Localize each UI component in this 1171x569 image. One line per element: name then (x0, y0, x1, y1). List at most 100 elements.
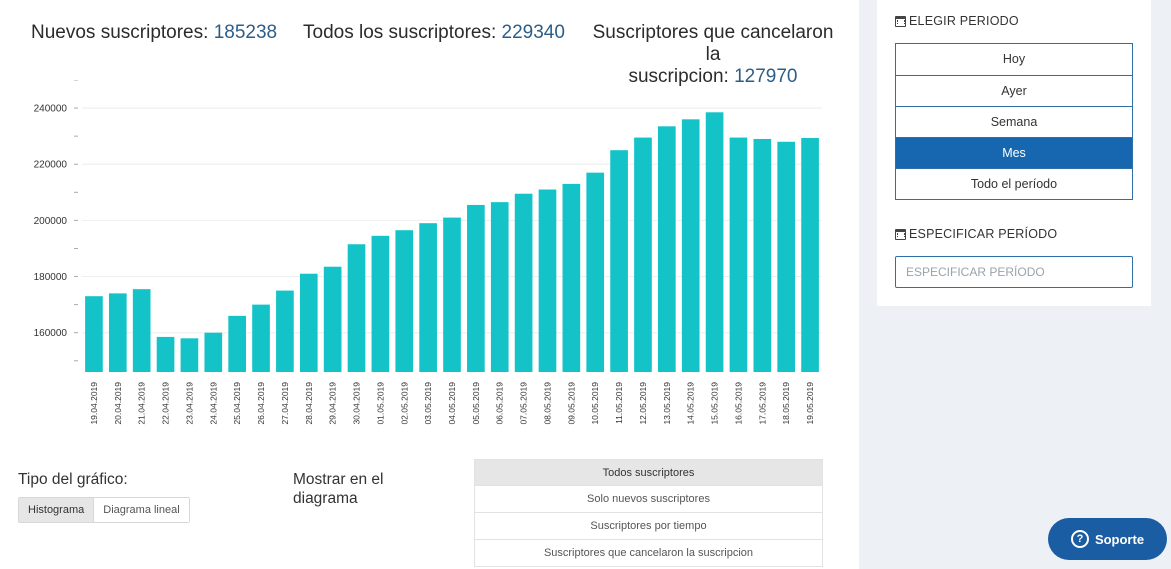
bar (801, 138, 819, 372)
series-option-cancelled[interactable]: Suscriptores que cancelaron la suscripci… (474, 540, 823, 567)
x-tick-label: 12.05.2019 (638, 382, 648, 425)
bar (777, 141, 796, 372)
x-tick-label: 16.05.2019 (733, 382, 743, 425)
bar (323, 266, 342, 372)
support-label: Soporte (1094, 531, 1145, 547)
new-subscribers-label: Nuevos suscriptores: (31, 22, 209, 43)
bar (108, 293, 127, 372)
cancelled-subscribers-value: 127970 (734, 66, 798, 87)
bar (252, 304, 270, 372)
bar (467, 204, 485, 372)
x-tick-label: 26.04.2019 (256, 382, 266, 425)
bar (562, 183, 581, 372)
x-tick-label: 04.05.2019 (447, 382, 457, 425)
calendar-icon (895, 15, 906, 27)
bar (610, 150, 628, 372)
new-subscribers-value: 185238 (213, 22, 278, 43)
x-tick-label: 29.04.2019 (328, 382, 338, 425)
bar (132, 289, 151, 372)
bar (729, 137, 748, 372)
bar (634, 137, 652, 372)
bar (180, 338, 199, 372)
period-today[interactable]: Hoy (896, 44, 1132, 75)
bar (681, 119, 700, 372)
x-tick-label: 06.05.2019 (495, 382, 505, 425)
x-tick-label: 14.05.2019 (686, 382, 696, 425)
line-diagram-button[interactable]: Diagrama lineal (94, 498, 189, 522)
subscribers-bar-chart: 160000 180000 200000 220000 240000 19.04.2019… (34, 80, 822, 425)
x-tick-label: 13.05.2019 (662, 382, 672, 425)
bar (538, 189, 557, 372)
y-tick-label: 180000 (34, 272, 68, 283)
period-list: Hoy Ayer Semana Mes Todo el período (895, 43, 1133, 200)
period-month[interactable]: Mes (896, 137, 1132, 168)
chart-type-toggle: Histograma Diagrama lineal (18, 497, 190, 523)
histogram-button[interactable]: Histograma (19, 498, 95, 522)
support-button[interactable]: ? Soporte (1048, 518, 1167, 560)
bar (586, 172, 605, 372)
series-option-by-time[interactable]: Suscriptores por tiempo (474, 513, 823, 540)
bar (371, 235, 390, 372)
x-tick-label: 22.04.2019 (161, 382, 171, 425)
all-subscribers-value: 229340 (501, 22, 565, 43)
x-tick-label: 17.05.2019 (757, 382, 767, 425)
x-tick-label: 11.05.2019 (614, 382, 624, 424)
x-tick-label: 05.05.2019 (471, 382, 481, 425)
bar (85, 296, 103, 372)
show-in-diagram-label-line2: diagrama (293, 490, 358, 507)
question-icon: ? (1070, 530, 1089, 548)
specify-period-title: ESPECIFICAR PERÍODO (909, 227, 1058, 241)
specify-period-input[interactable] (895, 256, 1133, 288)
series-option-all[interactable]: Todos suscriptores (474, 459, 823, 486)
x-tick-label: 07.05.2019 (519, 382, 529, 425)
bar (276, 290, 294, 372)
bar (705, 112, 724, 373)
x-tick-label: 08.05.2019 (542, 382, 552, 425)
bar (443, 217, 461, 372)
specify-period-heading: ESPECIFICAR PERÍODO (895, 227, 1057, 241)
x-tick-label: 23.04.2019 (184, 382, 194, 425)
x-tick-label: 18.05.2019 (781, 382, 791, 425)
x-tick-label: 02.05.2019 (399, 382, 409, 425)
show-in-diagram-label: Mostrar en el diagrama (293, 470, 383, 508)
cancelled-subscribers-label-line1: Suscriptores que cancelaron la (592, 22, 834, 65)
show-in-diagram-label-line1: Mostrar en el (293, 471, 384, 488)
x-tick-label: 27.04.2019 (280, 382, 290, 425)
bar (419, 223, 437, 372)
series-option-new[interactable]: Solo nuevos suscriptores (474, 486, 823, 513)
bar (156, 336, 175, 372)
y-tick-label: 160000 (34, 328, 68, 339)
bar (204, 332, 223, 372)
new-subscribers-stat: Nuevos suscriptores: 185238 (31, 22, 277, 44)
cancelled-subscribers-label-line2: suscripcion: (628, 66, 729, 87)
x-tick-label: 19.04.2019 (89, 382, 99, 425)
bar (490, 202, 509, 372)
x-tick-label: 25.04.2019 (232, 382, 242, 425)
choose-period-heading: ELEGIR PERIODO (895, 14, 1019, 28)
choose-period-title: ELEGIR PERIODO (909, 14, 1019, 28)
x-tick-label: 30.04.2019 (352, 382, 362, 425)
series-selector: Todos suscriptores Solo nuevos suscripto… (474, 459, 823, 567)
x-tick-label: 20.04.2019 (113, 382, 123, 425)
period-all-time[interactable]: Todo el período (896, 168, 1132, 199)
y-tick-label: 220000 (34, 160, 68, 171)
all-subscribers-label: Todos los suscriptores: (303, 22, 497, 43)
calendar-icon (895, 228, 906, 240)
y-tick-label: 240000 (34, 104, 68, 115)
bar (658, 126, 676, 372)
period-week[interactable]: Semana (896, 106, 1132, 137)
x-tick-label: 03.05.2019 (423, 382, 433, 425)
bar (753, 138, 772, 372)
x-tick-label: 10.05.2019 (590, 382, 600, 425)
x-tick-label: 24.04.2019 (208, 382, 218, 425)
bar (395, 230, 414, 372)
bar (347, 244, 366, 372)
bar (299, 273, 318, 372)
period-yesterday[interactable]: Ayer (896, 75, 1132, 106)
x-tick-label: 01.05.2019 (375, 382, 385, 425)
x-tick-label: 15.05.2019 (710, 382, 720, 425)
x-tick-label: 09.05.2019 (566, 382, 576, 425)
x-tick-label: 19.05.2019 (805, 382, 815, 425)
bar (228, 315, 246, 372)
all-subscribers-stat: Todos los suscriptores: 229340 (303, 22, 565, 44)
